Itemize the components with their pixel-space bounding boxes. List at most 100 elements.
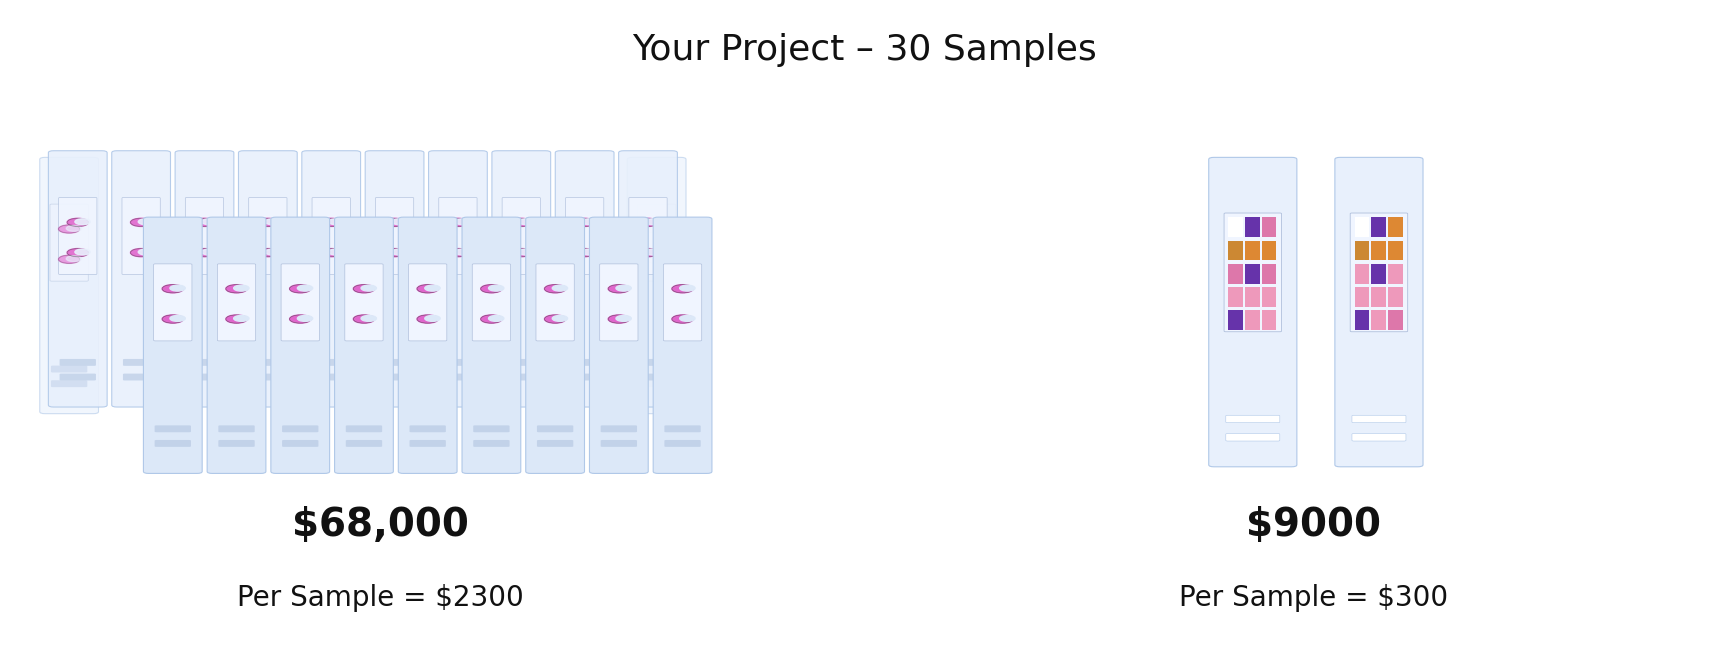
Circle shape [645,219,660,224]
Circle shape [518,219,534,224]
FancyBboxPatch shape [1225,415,1280,423]
FancyBboxPatch shape [187,359,223,366]
Circle shape [66,226,81,231]
FancyBboxPatch shape [50,380,88,387]
FancyBboxPatch shape [175,151,233,407]
Circle shape [608,285,629,293]
Bar [1229,287,1242,307]
FancyBboxPatch shape [313,374,349,380]
Bar [1261,241,1277,260]
FancyBboxPatch shape [377,359,413,366]
Circle shape [582,249,598,255]
Text: $9000: $9000 [1246,505,1381,544]
Circle shape [169,286,185,291]
Circle shape [448,218,468,226]
Circle shape [646,225,667,233]
Circle shape [653,256,669,262]
Circle shape [59,255,79,264]
FancyBboxPatch shape [1350,213,1408,332]
FancyBboxPatch shape [600,264,638,341]
FancyBboxPatch shape [238,151,297,407]
Circle shape [264,219,280,224]
FancyBboxPatch shape [439,374,477,380]
Circle shape [138,249,154,255]
Circle shape [653,226,669,231]
FancyBboxPatch shape [302,151,361,407]
Circle shape [392,219,408,224]
Circle shape [328,219,344,224]
Circle shape [672,285,693,293]
Bar [1261,287,1277,307]
FancyBboxPatch shape [629,197,667,274]
FancyBboxPatch shape [335,217,394,473]
Circle shape [454,219,470,224]
Bar [1372,264,1386,284]
Circle shape [290,315,311,323]
Bar [1246,264,1260,284]
FancyBboxPatch shape [249,197,287,274]
Bar [1388,287,1403,307]
Circle shape [226,285,247,293]
Text: Per Sample = $300: Per Sample = $300 [1178,584,1448,612]
Circle shape [66,256,81,262]
FancyBboxPatch shape [601,426,638,432]
Text: $68,000: $68,000 [292,505,468,544]
FancyBboxPatch shape [629,359,667,366]
FancyBboxPatch shape [397,217,456,473]
Circle shape [169,315,185,321]
FancyBboxPatch shape [207,217,266,473]
Bar [1372,310,1386,330]
Circle shape [226,315,247,323]
FancyBboxPatch shape [218,264,256,341]
Bar [1355,264,1369,284]
FancyBboxPatch shape [629,374,667,380]
Bar [1388,218,1403,237]
FancyBboxPatch shape [313,197,351,274]
FancyBboxPatch shape [59,359,97,366]
Bar [1229,310,1242,330]
Circle shape [297,286,313,291]
FancyBboxPatch shape [473,426,510,432]
FancyBboxPatch shape [123,359,159,366]
FancyBboxPatch shape [473,440,510,447]
Bar [1388,310,1403,330]
FancyBboxPatch shape [567,359,603,366]
FancyBboxPatch shape [619,151,677,407]
Bar [1261,218,1277,237]
Circle shape [489,286,505,291]
FancyBboxPatch shape [59,374,97,380]
FancyBboxPatch shape [346,264,384,341]
Bar [1355,241,1369,260]
Circle shape [582,219,598,224]
Bar [1355,218,1369,237]
FancyBboxPatch shape [1223,213,1282,332]
Circle shape [448,248,468,257]
Circle shape [511,218,532,226]
Circle shape [233,315,249,321]
FancyBboxPatch shape [154,426,192,432]
FancyBboxPatch shape [638,380,676,387]
FancyBboxPatch shape [408,264,448,341]
Circle shape [74,249,90,255]
Circle shape [328,249,344,255]
Circle shape [384,218,404,226]
Circle shape [645,249,660,255]
FancyBboxPatch shape [185,197,223,274]
Circle shape [672,315,693,323]
FancyBboxPatch shape [589,217,648,473]
FancyBboxPatch shape [664,426,702,432]
FancyBboxPatch shape [123,197,161,274]
Circle shape [257,218,278,226]
FancyBboxPatch shape [627,157,686,414]
FancyBboxPatch shape [313,359,349,366]
FancyBboxPatch shape [439,359,477,366]
FancyBboxPatch shape [638,204,676,281]
FancyBboxPatch shape [1351,434,1407,441]
Circle shape [257,248,278,257]
Circle shape [480,285,503,293]
FancyBboxPatch shape [282,264,320,341]
Circle shape [511,248,532,257]
Circle shape [544,285,565,293]
Circle shape [353,315,375,323]
FancyBboxPatch shape [48,151,107,407]
